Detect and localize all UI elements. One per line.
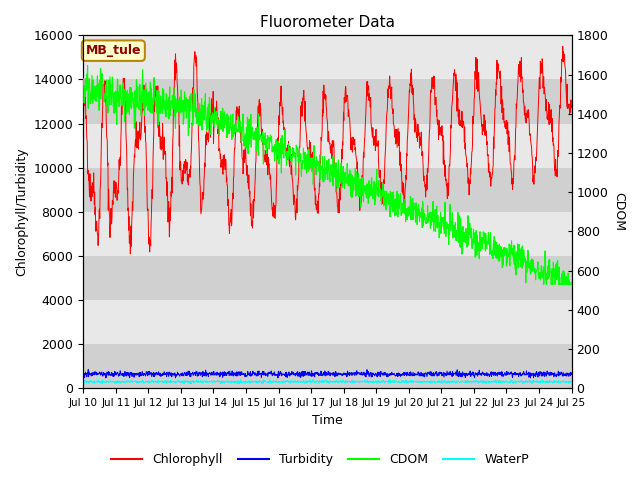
Legend: Chlorophyll, Turbidity, CDOM, WaterP: Chlorophyll, Turbidity, CDOM, WaterP [106,448,534,471]
Bar [83,344,572,388]
Bar [83,256,572,300]
Y-axis label: CDOM: CDOM [612,192,625,231]
Title: Fluorometer Data: Fluorometer Data [260,15,395,30]
Text: MB_tule: MB_tule [86,44,141,57]
X-axis label: Time: Time [312,414,343,427]
Bar [83,168,572,212]
Y-axis label: Chlorophyll/Turbidity: Chlorophyll/Turbidity [15,147,28,276]
Bar [83,80,572,123]
